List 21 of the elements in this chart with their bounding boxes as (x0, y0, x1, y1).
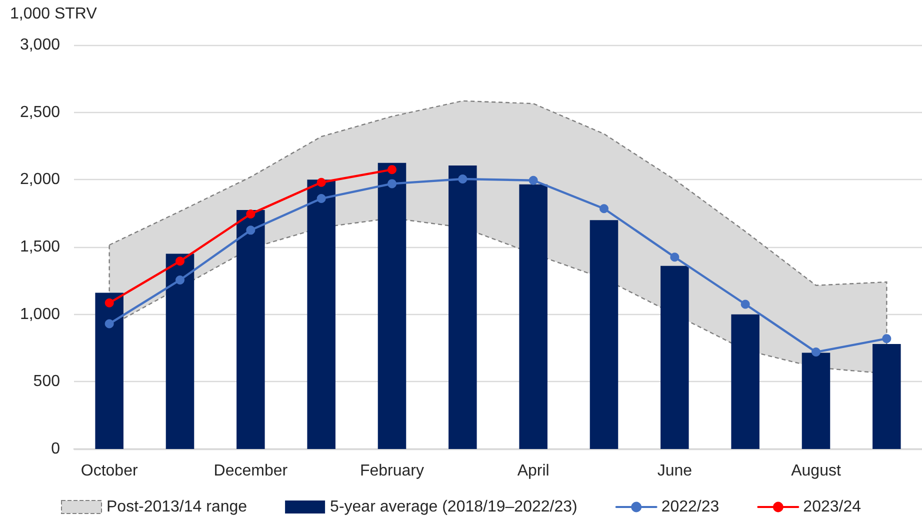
legend-label: 2023/24 (803, 498, 862, 516)
y-tick-label: 1,500 (20, 238, 60, 256)
y-tick-label: 1,000 (20, 306, 60, 323)
legend-label: 2022/23 (661, 498, 720, 516)
x-tick-label: October (80, 462, 138, 480)
x-tick-label: June (657, 462, 692, 480)
y-axis-title: 1,000 STRV (10, 6, 98, 22)
y-tick-label: 3,000 (20, 36, 60, 54)
legend-label: Post-2013/14 range (106, 498, 248, 516)
bar (802, 352, 830, 449)
bar (872, 344, 901, 449)
x-tick-label: December (214, 462, 288, 480)
y-tick-label: 500 (33, 373, 60, 390)
legend-label: 5-year average (2018/19–2022/23) (330, 498, 578, 516)
x-tick-label: April (517, 462, 550, 480)
x-tick-label: February (360, 462, 424, 480)
y-tick-label: 2,500 (20, 104, 60, 121)
y-tick-label: 2,000 (20, 171, 60, 188)
bar (95, 292, 124, 449)
x-tick-label: August (791, 462, 842, 480)
y-tick-label: 0 (51, 440, 60, 458)
